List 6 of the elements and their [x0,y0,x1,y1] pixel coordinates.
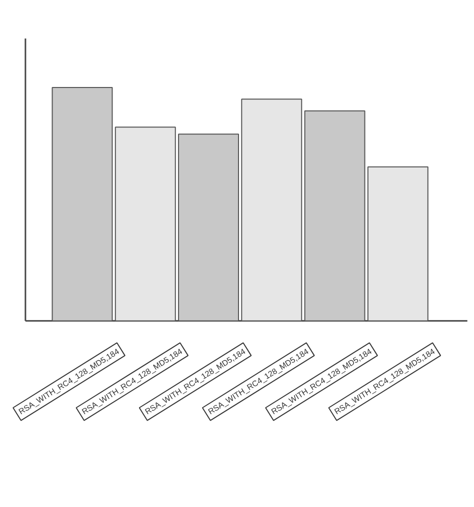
bar [114,126,176,322]
bar [52,87,113,322]
bar [241,98,302,322]
bar [304,110,366,322]
bar [367,166,428,322]
bar [178,134,239,322]
